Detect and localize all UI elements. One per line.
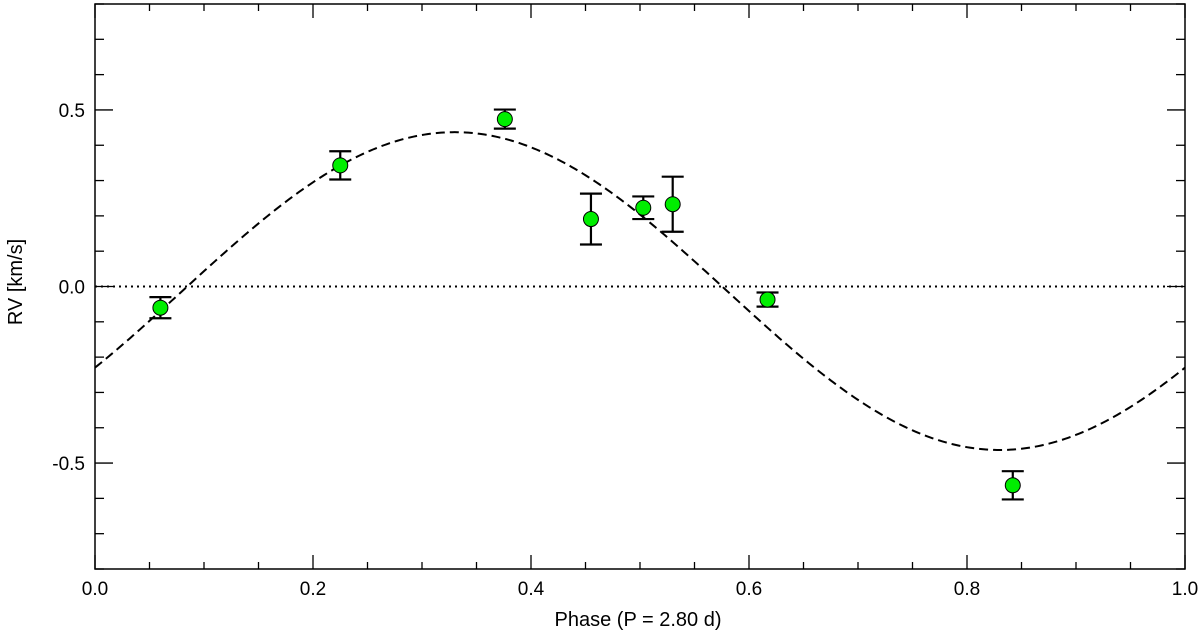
- data-point: [759, 291, 776, 308]
- data-point: [1004, 477, 1021, 494]
- tick-labels: 0.0 0.2 0.4 0.6 0.8 1.0 -0.5 0.0 0.5: [52, 101, 1198, 600]
- data-point: [635, 199, 652, 216]
- x-tick-label: 0.6: [736, 579, 762, 600]
- x-tick-label: 0.0: [82, 579, 108, 600]
- x-axis-title: Phase (P = 2.80 d): [555, 609, 722, 631]
- x-tick-label: 0.4: [518, 579, 545, 600]
- data-point: [332, 157, 349, 174]
- y-tick-label: -0.5: [52, 454, 85, 475]
- model-curve: [94, 131, 1186, 452]
- data-point: [664, 196, 681, 213]
- data-points: [152, 111, 1021, 494]
- x-tick-label: 1.0: [1172, 579, 1198, 600]
- x-tick-label: 0.8: [954, 579, 980, 600]
- error-bars: [149, 108, 1024, 501]
- data-point: [496, 111, 513, 128]
- y-tick-label: 0.0: [59, 278, 85, 299]
- x-tick-label: 0.2: [300, 579, 326, 600]
- y-axis-title: RV [km/s]: [5, 239, 27, 325]
- axis-ticks: [94, 3, 1186, 570]
- data-point: [582, 211, 599, 228]
- data-point: [152, 299, 169, 316]
- model-curve-path: [94, 131, 1186, 452]
- y-tick-label: 0.5: [59, 101, 85, 122]
